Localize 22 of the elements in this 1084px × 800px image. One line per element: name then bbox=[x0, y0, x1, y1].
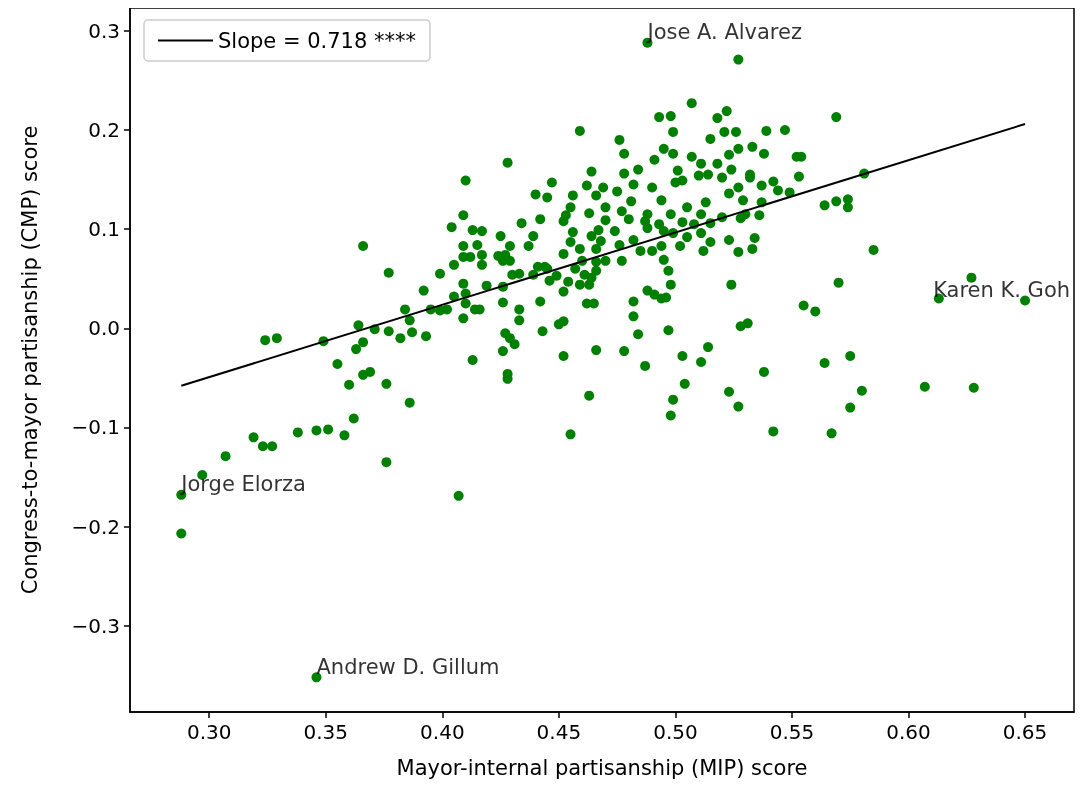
annotation: Jose A. Alvarez bbox=[645, 20, 802, 45]
x-tick-label: 0.55 bbox=[769, 720, 815, 744]
annotation: Karen K. Goh bbox=[933, 278, 1071, 303]
annotation: Andrew D. Gillum bbox=[316, 654, 500, 679]
x-tick-label: 0.60 bbox=[886, 720, 931, 744]
x-tick-label: 0.40 bbox=[420, 720, 465, 744]
y-tick-label: 0.2 bbox=[88, 117, 120, 142]
annotation: Jorge Elorza bbox=[179, 472, 306, 497]
x-tick-label: 0.45 bbox=[536, 720, 582, 744]
y-tick-label: 0.1 bbox=[88, 217, 120, 242]
y-tick-label: −0.1 bbox=[71, 415, 120, 440]
y-tick-label: 0.3 bbox=[88, 18, 120, 43]
legend-label: Slope = 0.718 **** bbox=[218, 28, 417, 53]
x-axis-title: Mayor-internal partisanship (MIP) score bbox=[396, 755, 808, 780]
y-tick-label: −0.2 bbox=[71, 514, 120, 539]
y-tick-label: −0.3 bbox=[71, 613, 120, 638]
x-tick-label: 0.35 bbox=[303, 720, 349, 744]
x-tick-label: 0.50 bbox=[653, 720, 698, 744]
x-tick-label: 0.65 bbox=[1002, 720, 1048, 744]
y-axis-title: Congress-to-mayor partisanship (CMP) score bbox=[17, 125, 42, 595]
x-tick-label: 0.30 bbox=[186, 720, 232, 744]
y-tick-label: 0.0 bbox=[88, 316, 120, 341]
